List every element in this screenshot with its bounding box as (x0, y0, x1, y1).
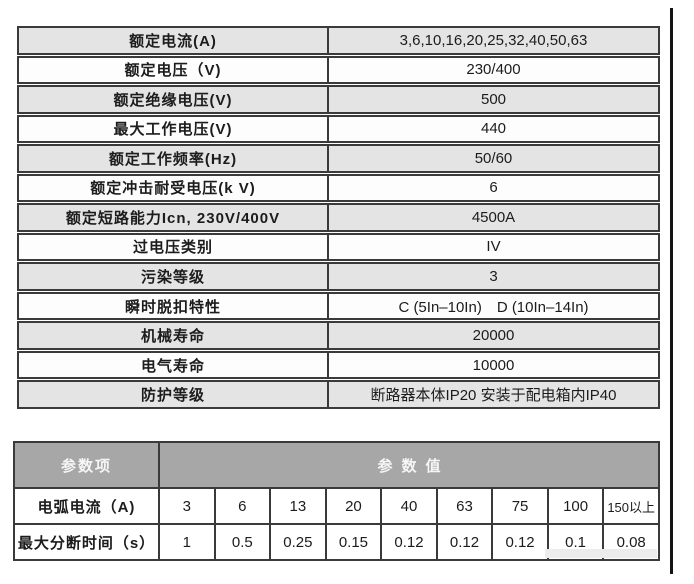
spec-value: 4500A (328, 203, 660, 232)
table-row: 最大工作电压(V) 440 (17, 114, 660, 144)
spec-label: 过电压类别 (17, 232, 328, 262)
spec-value: 50/60 (328, 144, 660, 173)
spec-value: 断路器本体IP20 安装于配电箱内IP40 (328, 380, 660, 409)
spec-label: 污染等级 (17, 262, 328, 291)
spec-label: 额定绝缘电压(V) (17, 85, 328, 114)
param-cell: 6 (213, 487, 272, 525)
table-row: 额定绝缘电压(V) 500 (17, 85, 660, 114)
spec-value: 440 (328, 114, 660, 144)
spec-label: 额定电流(A) (17, 26, 328, 55)
table-row: 防护等级 断路器本体IP20 安装于配电箱内IP40 (17, 380, 660, 409)
param-cell: 0.12 (380, 523, 438, 561)
param-cell: 20 (324, 487, 383, 525)
spec-value: 6 (328, 173, 660, 203)
spec-label: 额定工作频率(Hz) (17, 144, 328, 173)
spec-label: 额定短路能力Icn, 230V/400V (17, 203, 328, 232)
spec-label: 额定电压（V) (17, 55, 328, 85)
table-row: 电弧电流（A) 3 6 13 20 40 63 75 100 150以上 (13, 487, 660, 525)
spec-value: 20000 (328, 321, 660, 350)
spec-label: 最大工作电压(V) (17, 114, 328, 144)
spec-label: 机械寿命 (17, 321, 328, 350)
table-row: 额定冲击耐受电压(k V) 6 (17, 173, 660, 203)
table-row: 机械寿命 20000 (17, 321, 660, 350)
param-cell: 3 (158, 487, 216, 525)
param-cell: 13 (269, 487, 327, 525)
param-cell: 0.12 (435, 523, 494, 561)
param-cell: 75 (491, 487, 549, 525)
param-cell: 150以上 (602, 487, 660, 525)
spec-label: 额定冲击耐受电压(k V) (17, 173, 328, 203)
param-cell: 63 (435, 487, 494, 525)
param-cell: 0.25 (269, 523, 327, 561)
param-row-label: 最大分断时间（s） (13, 523, 160, 561)
spec-label: 电气寿命 (17, 350, 328, 380)
param-value-header: 参数值 (158, 441, 660, 489)
spec-value: C (5In–10In) D (10In–14In) (328, 291, 660, 321)
param-cell: 0.5 (213, 523, 272, 561)
spec-value: 10000 (328, 350, 660, 380)
spec-value: IV (328, 232, 660, 262)
table-row: 最大分断时间（s） 1 0.5 0.25 0.15 0.12 0.12 0.12… (13, 523, 660, 561)
spec-table: 额定电流(A) 3,6,10,16,20,25,32,40,50,63 额定电压… (17, 25, 660, 410)
table-row: 额定工作频率(Hz) 50/60 (17, 144, 660, 173)
scan-artifact-line (670, 8, 673, 574)
param-row-label: 电弧电流（A) (13, 487, 160, 525)
watermark-smudge (545, 549, 657, 558)
param-table: 参数项 参数值 电弧电流（A) 3 6 13 20 40 63 75 100 1… (13, 441, 660, 561)
spec-value: 230/400 (328, 55, 660, 85)
param-cell: 100 (546, 487, 605, 525)
table-row: 瞬时脱扣特性 C (5In–10In) D (10In–14In) (17, 291, 660, 321)
param-header-row: 参数项 参数值 (13, 441, 660, 489)
table-row: 额定电压（V) 230/400 (17, 55, 660, 85)
spec-value: 3 (328, 262, 660, 291)
param-cell: 0.12 (491, 523, 549, 561)
param-item-header: 参数项 (13, 441, 160, 489)
table-row: 额定短路能力Icn, 230V/400V 4500A (17, 203, 660, 232)
table-row: 电气寿命 10000 (17, 350, 660, 380)
table-row: 过电压类别 IV (17, 232, 660, 262)
table-row: 额定电流(A) 3,6,10,16,20,25,32,40,50,63 (17, 26, 660, 55)
spec-label: 瞬时脱扣特性 (17, 291, 328, 321)
param-cell: 0.15 (324, 523, 383, 561)
table-row: 污染等级 3 (17, 262, 660, 291)
spec-value: 3,6,10,16,20,25,32,40,50,63 (328, 26, 660, 55)
spec-label: 防护等级 (17, 380, 328, 409)
param-cell: 1 (158, 523, 216, 561)
spec-value: 500 (328, 85, 660, 114)
param-cell: 40 (380, 487, 438, 525)
